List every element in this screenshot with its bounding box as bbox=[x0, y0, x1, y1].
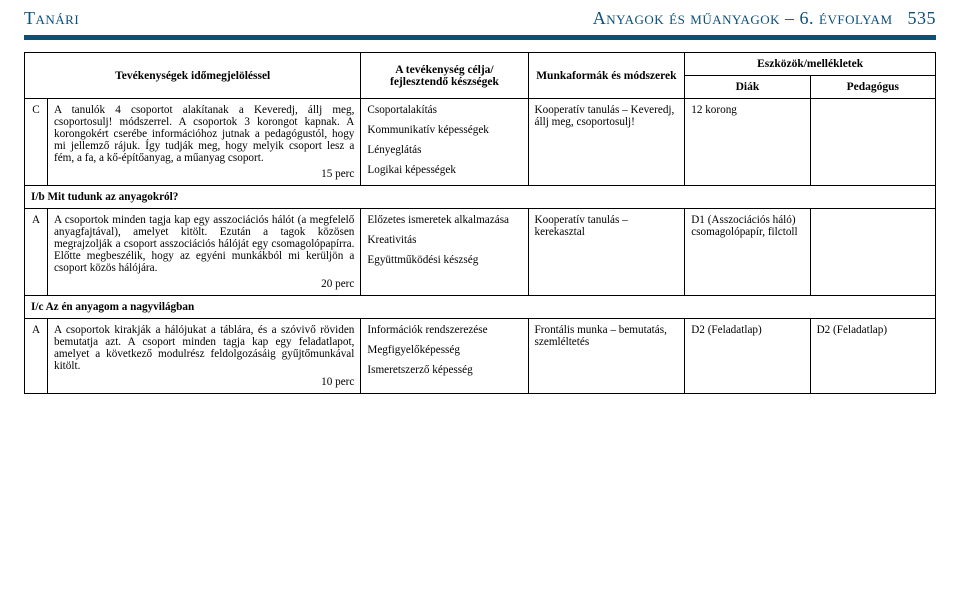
methods-cell: Kooperatív tanulás – Keveredj, állj meg,… bbox=[528, 99, 685, 186]
table-body: CA tanulók 4 csoportot alakítanak a Keve… bbox=[25, 99, 936, 394]
diak-cell: D2 (Feladatlap) bbox=[685, 319, 810, 394]
table-row: CA tanulók 4 csoportot alakítanak a Keve… bbox=[25, 99, 936, 186]
header-divider bbox=[24, 35, 936, 40]
row-letter: A bbox=[25, 319, 48, 394]
pedagogus-cell: D2 (Feladatlap) bbox=[810, 319, 935, 394]
col-pedagogus: Pedagógus bbox=[810, 76, 935, 99]
col-methods: Munkaformák és módszerek bbox=[528, 53, 685, 99]
table-row: AA csoportok kirakják a hálójukat a tábl… bbox=[25, 319, 936, 394]
header-right: Anyagok és műanyagok – 6. évfolyam 535 bbox=[593, 8, 936, 29]
skills-cell: CsoportalakításKommunikatív képességekLé… bbox=[361, 99, 528, 186]
row-letter: C bbox=[25, 99, 48, 186]
skills-cell: Előzetes ismeretek alkalmazásaKreativitá… bbox=[361, 209, 528, 296]
content-area: Tevékenységek időmegjelöléssel A tevéken… bbox=[0, 52, 960, 394]
section-cell: I/b Mit tudunk az anyagokról? bbox=[25, 186, 936, 209]
diak-cell: 12 korong bbox=[685, 99, 810, 186]
table-header-row: Tevékenységek időmegjelöléssel A tevéken… bbox=[25, 53, 936, 76]
table-row: I/b Mit tudunk az anyagokról? bbox=[25, 186, 936, 209]
methods-cell: Kooperatív tanulás – kerekasztal bbox=[528, 209, 685, 296]
row-letter: A bbox=[25, 209, 48, 296]
section-cell: I/c Az én anyagom a nagyvilágban bbox=[25, 296, 936, 319]
col-tools-group: Eszközök/mellékletek bbox=[685, 53, 936, 76]
activity-cell: A csoportok minden tagja kap egy asszoci… bbox=[47, 209, 360, 296]
col-diak: Diák bbox=[685, 76, 810, 99]
page-header: Tanári Anyagok és műanyagok – 6. évfolya… bbox=[0, 0, 960, 33]
col-activity: Tevékenységek időmegjelöléssel bbox=[25, 53, 361, 99]
header-left: Tanári bbox=[24, 8, 79, 29]
pedagogus-cell bbox=[810, 99, 935, 186]
col-skills: A tevékenység célja/ fejlesztendő készsé… bbox=[361, 53, 528, 99]
diak-cell: D1 (Asszociációs háló) csomagolópapír, f… bbox=[685, 209, 810, 296]
lesson-table: Tevékenységek időmegjelöléssel A tevéken… bbox=[24, 52, 936, 394]
table-row: AA csoportok minden tagja kap egy asszoc… bbox=[25, 209, 936, 296]
pedagogus-cell bbox=[810, 209, 935, 296]
activity-cell: A csoportok kirakják a hálójukat a táblá… bbox=[47, 319, 360, 394]
skills-cell: Információk rendszerezéseMegfigyelőképes… bbox=[361, 319, 528, 394]
table-row: I/c Az én anyagom a nagyvilágban bbox=[25, 296, 936, 319]
page-number: 535 bbox=[908, 8, 937, 28]
activity-cell: A tanulók 4 csoportot alakítanak a Kever… bbox=[47, 99, 360, 186]
methods-cell: Frontális munka – bemutatás, szemlélteté… bbox=[528, 319, 685, 394]
